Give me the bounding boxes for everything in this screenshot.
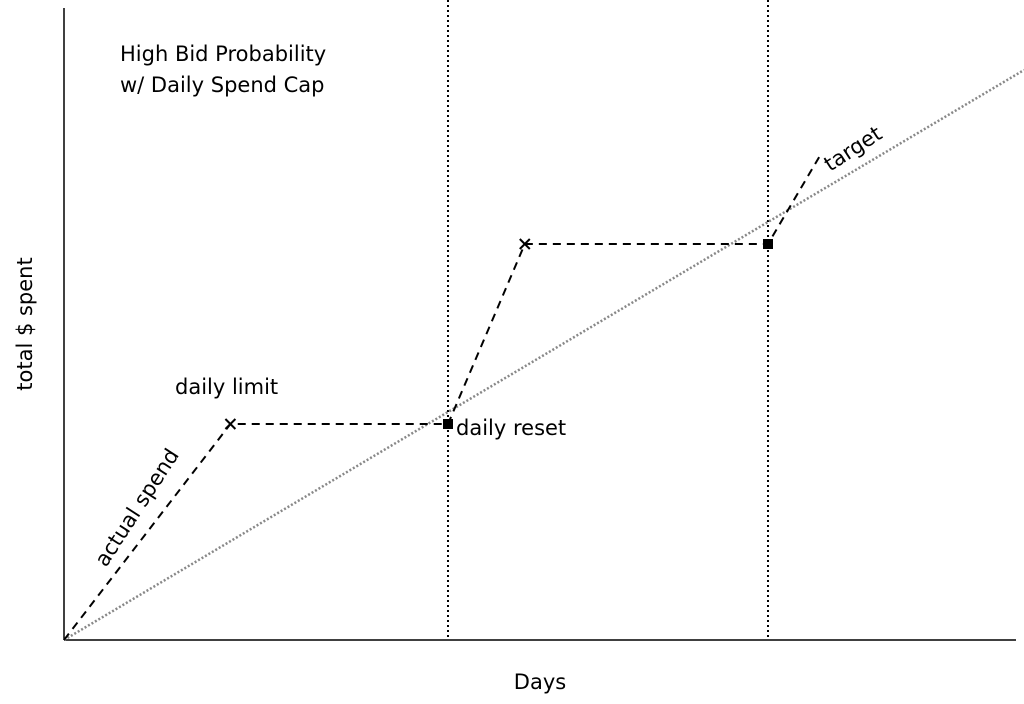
chart-title-line-1: High Bid Probability [120, 42, 326, 66]
daily-reset-marker [763, 239, 773, 249]
series-layer [63, 68, 1024, 642]
daily-limit-x-marker [519, 238, 531, 250]
chart-title-line-2: w/ Daily Spend Cap [120, 73, 325, 97]
daily-reset-marker [443, 419, 453, 429]
actual-spend-line [63, 156, 821, 641]
y-axis-label: total $ spent [13, 257, 37, 390]
daily-limit-x-marker [224, 418, 237, 430]
x-axis-label: Days [514, 670, 566, 694]
marker-layer [224, 238, 773, 430]
day-boundaries [447, 0, 769, 640]
target-label: target [820, 121, 887, 176]
daily-reset-label: daily reset [456, 416, 566, 440]
daily-limit-label: daily limit [175, 375, 278, 399]
actual-spend-label: actual spend [90, 444, 184, 570]
target-line [63, 68, 1024, 642]
